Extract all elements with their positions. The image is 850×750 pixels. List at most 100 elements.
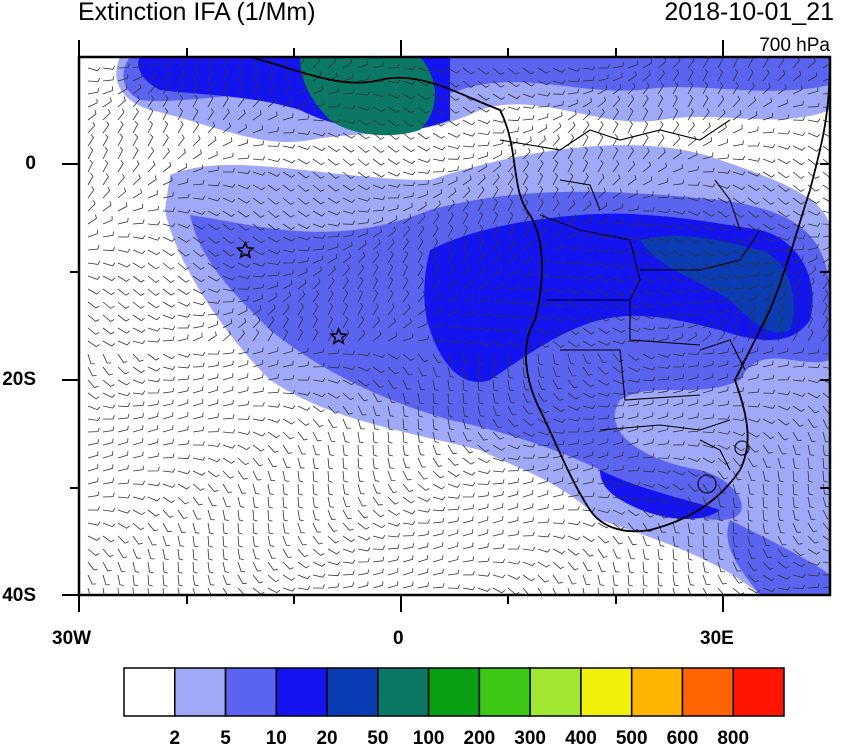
wind-barb (627, 481, 641, 486)
wind-barb (342, 582, 354, 589)
wind-barb (147, 574, 153, 587)
wind-barb (672, 509, 682, 520)
wind-barb (132, 340, 146, 345)
colorbar-box (275, 667, 328, 717)
wind-barb (132, 535, 143, 545)
wind-barb (207, 386, 219, 394)
wind-barb (387, 263, 394, 277)
wind-barb (507, 466, 520, 472)
wind-barb (792, 245, 805, 251)
wind-barb (762, 303, 770, 316)
wind-barb (627, 249, 641, 256)
wind-barb (327, 302, 334, 316)
wind-barb (282, 223, 295, 230)
wind-barb (327, 349, 340, 355)
wind-barb (822, 210, 830, 214)
wind-barb (162, 134, 169, 147)
wind-barb (237, 138, 249, 147)
wind-barb (87, 172, 94, 186)
wind-barb (477, 251, 485, 264)
wind-barb (237, 522, 243, 535)
wind-barb (777, 375, 790, 381)
wind-barb (102, 522, 116, 528)
wind-barb (492, 444, 505, 451)
wind-barb (417, 145, 431, 152)
wind-barb (747, 522, 754, 535)
wind-barb (132, 108, 139, 121)
wind-barb (672, 94, 678, 108)
wind-barb (402, 318, 412, 329)
wind-barb (747, 509, 753, 522)
wind-barb (747, 304, 756, 316)
wind-barb (552, 548, 566, 555)
wind-barb (582, 535, 595, 542)
wind-barb (387, 332, 398, 342)
wind-barb (177, 209, 191, 214)
wind-barb (342, 132, 355, 139)
wind-barb (792, 328, 799, 342)
wind-barb (192, 121, 200, 134)
wind-barb (477, 392, 484, 405)
wind-barb (672, 561, 678, 574)
wind-barb (147, 425, 159, 433)
wind-barb (597, 464, 609, 472)
colorbar-label: 400 (565, 728, 597, 749)
wind-barb (747, 210, 760, 218)
wind-barb (267, 548, 276, 559)
wind-barb (747, 96, 757, 108)
wind-barb (312, 444, 320, 456)
wind-barb (672, 69, 680, 82)
wind-barb (357, 132, 370, 140)
wind-barb (822, 509, 830, 520)
wind-barb (282, 328, 289, 342)
colorbar-label: 50 (367, 728, 389, 749)
wind-barb (222, 81, 229, 95)
wind-barb (747, 157, 761, 162)
wind-barb (132, 480, 145, 485)
wind-barb (102, 379, 115, 387)
wind-barb (267, 360, 279, 368)
wind-barb (102, 215, 113, 225)
wind-barb (807, 222, 821, 227)
wind-barb (462, 405, 469, 418)
colorbar-box (478, 667, 531, 717)
wind-barb (507, 340, 520, 348)
wind-barb (162, 587, 165, 595)
wind-barb (132, 203, 144, 212)
wind-barb (762, 404, 776, 409)
wind-barb (477, 106, 490, 113)
wind-barb (702, 548, 708, 561)
wind-barb (357, 329, 366, 342)
wind-barb (612, 62, 624, 69)
wind-barb (672, 322, 685, 329)
wind-barb (237, 535, 243, 548)
wind-barb (732, 210, 745, 218)
wind-barb (417, 179, 430, 186)
wind-barb (178, 324, 190, 329)
wind-barb (192, 179, 205, 186)
wind-barb (792, 470, 798, 483)
wind-barb (117, 160, 124, 173)
wind-barb (522, 93, 536, 98)
wind-barb (552, 327, 565, 335)
wind-barb (762, 418, 776, 425)
wind-barb (283, 259, 295, 264)
wind-barb (462, 211, 469, 225)
wind-barb (627, 535, 637, 546)
wind-barb (447, 224, 454, 238)
wind-barb (462, 237, 469, 251)
wind-barb (252, 470, 262, 481)
wind-barb (207, 249, 220, 257)
wind-barb (702, 587, 708, 595)
wind-barb (597, 493, 611, 499)
wind-barb (687, 135, 697, 147)
wind-barb (672, 374, 685, 381)
wind-barb (207, 181, 221, 187)
wind-barb (327, 243, 339, 251)
wind-barb (432, 200, 441, 212)
wind-barb (342, 431, 350, 443)
wind-barb (477, 418, 486, 429)
wind-barb (447, 323, 460, 329)
wind-barb (117, 146, 124, 160)
wind-barb (267, 483, 274, 495)
